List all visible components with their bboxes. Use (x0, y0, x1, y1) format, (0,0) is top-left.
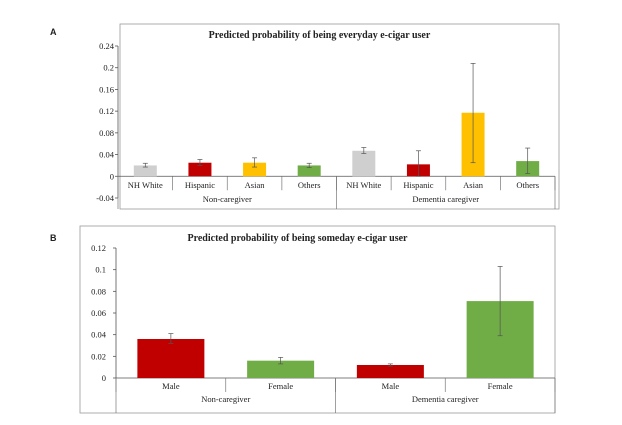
chart1-category-label: Asian (463, 180, 484, 190)
chart1-y-tick-label: 0.12 (99, 106, 114, 116)
chart1-bar (352, 150, 376, 177)
panel-label-b: B (50, 233, 57, 243)
chart2-y-tick-label: 0.02 (91, 351, 106, 361)
chart1-group-label: Dementia caregiver (412, 194, 479, 204)
chart2-group-label: Dementia caregiver (412, 394, 479, 404)
chart1-title: Predicted probability of being everyday … (209, 30, 431, 41)
chart1-bar (297, 165, 321, 177)
chart1-category-label: Asian (245, 180, 266, 190)
chart2-category-label: Female (268, 381, 293, 391)
chart2-bar (137, 339, 205, 378)
chart1-y-tick-label: 0 (110, 171, 114, 181)
chart2-y-tick-label: 0.04 (91, 330, 107, 340)
chart1-y-tick-label: 0.08 (99, 128, 114, 138)
chart1-y-tick-label: 0.24 (99, 41, 115, 51)
chart1-bar (188, 162, 212, 177)
chart1-group-label: Non-caregiver (203, 194, 252, 204)
chart2-y-tick-label: 0.06 (91, 308, 106, 318)
chart1-frame (119, 23, 560, 210)
chart2-y-tick-label: 0.1 (95, 265, 106, 275)
chart1-y-tick-label: 0.2 (103, 63, 114, 73)
chart1-bar (243, 162, 267, 177)
panel-label-a: A (50, 27, 57, 37)
chart2-bar (247, 360, 315, 378)
chart2-group-label: Non-caregiver (201, 394, 250, 404)
chart2-y-tick-label: 0.08 (91, 286, 106, 296)
chart1-category-label: Others (516, 180, 539, 190)
chart2-bar (356, 365, 424, 378)
chart1-category-label: Others (298, 180, 321, 190)
chart2-category-label: Male (382, 381, 400, 391)
chart2-frame (79, 225, 556, 414)
chart1-y-tick-label: 0.04 (99, 150, 115, 160)
chart1-category-label: Hispanic (403, 180, 433, 190)
chart1-category-label: NH White (346, 180, 381, 190)
chart1-y-tick-label: 0.16 (99, 84, 114, 94)
chart1-bar (133, 165, 157, 177)
chart1-y-tick-label: -0.04 (96, 193, 114, 203)
chart1-category-label: Hispanic (185, 180, 215, 190)
chart1-category-label: NH White (128, 180, 163, 190)
chart2-category-label: Female (488, 381, 513, 391)
chart2-y-tick-label: 0.12 (91, 243, 106, 253)
chart2-title: Predicted probability of being someday e… (188, 233, 409, 244)
chart2-y-tick-label: 0 (102, 373, 106, 383)
chart2-category-label: Male (162, 381, 180, 391)
